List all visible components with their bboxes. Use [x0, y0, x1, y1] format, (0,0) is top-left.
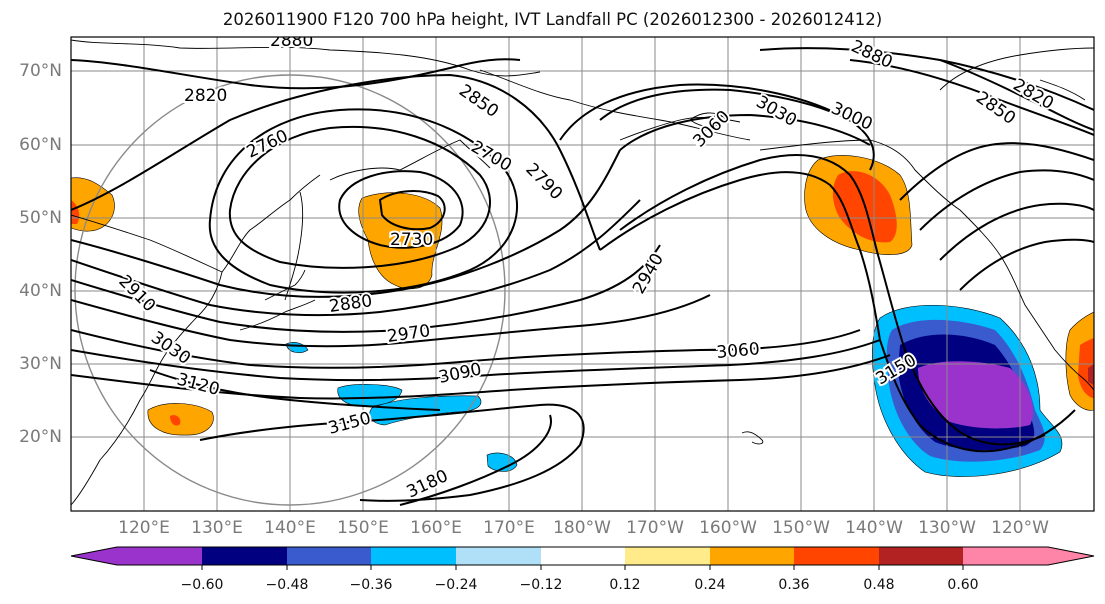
colorbar-tick-label: −0.60: [180, 577, 224, 593]
contour-2790-ring: [208, 108, 519, 294]
ivt-subtropical-cyan-1: [337, 384, 403, 407]
colorbar-tick-label: 0.60: [947, 577, 979, 593]
lon-label: 150°W: [772, 518, 830, 538]
lon-label: 160°E: [410, 518, 462, 538]
ivt-baja-darkred: [1088, 364, 1094, 385]
contour-3180: [399, 414, 552, 506]
colorbar-segment: [541, 547, 625, 565]
contour-2970: [71, 294, 711, 348]
contour-3090: [71, 354, 891, 400]
lon-label: 150°E: [337, 518, 389, 538]
colorbar-segment: [794, 547, 879, 565]
lat-label: 20°N: [19, 427, 62, 447]
contour-2850: [71, 73, 601, 251]
map-frame: [70, 36, 1095, 512]
contour-2850-ne: [849, 59, 1094, 136]
height-contours: [71, 47, 1094, 506]
contour-3060: [71, 339, 881, 382]
colorbar-segment-max: [1048, 547, 1094, 565]
contour-2730-ring: [338, 170, 464, 249]
colorbar-segment-min: [71, 547, 117, 565]
contour-east-ridge-4: [959, 238, 1094, 291]
lon-label: 130°W: [918, 518, 976, 538]
colorbar-tick-label: 0.24: [694, 577, 726, 593]
contour-2760-ring: [228, 125, 491, 269]
contour-3060-ridge: [559, 83, 875, 171]
contour-east-ridge-1: [899, 142, 1094, 201]
contour-label: 3060: [716, 339, 761, 363]
contour-goa-trough: [599, 171, 1076, 453]
colorbar-segment: [456, 547, 541, 565]
lon-label: 170°W: [626, 518, 684, 538]
lat-label: 70°N: [19, 61, 62, 81]
contour-label: 2880: [270, 31, 313, 51]
lon-label: 140°E: [264, 518, 316, 538]
contour-3030: [71, 329, 861, 369]
ivt-taiwan-red: [170, 415, 181, 426]
contour-2940: [71, 244, 661, 333]
colorbar-segment: [117, 547, 202, 565]
colorbar-segment: [710, 547, 794, 565]
colorbar-tick-label: −0.48: [265, 577, 309, 593]
contour-3000-ridge: [619, 113, 871, 151]
lat-label: 40°N: [19, 281, 62, 301]
colorbar-tick-label: 0.36: [778, 577, 810, 593]
colorbar-tick-label: −0.36: [349, 577, 393, 593]
lon-label: 140°W: [845, 518, 903, 538]
contour-2700-ring: [378, 190, 446, 231]
contour-goa-trough-2: [619, 154, 1046, 446]
lat-label: 60°N: [19, 135, 62, 155]
lon-label: 130°E: [191, 518, 243, 538]
colorbar-outline: [70, 546, 1095, 566]
contour-east-ridge-3: [939, 202, 1094, 261]
colorbar-segment: [371, 547, 456, 565]
lon-label: 170°E: [483, 518, 535, 538]
contour-2880-ne: [759, 47, 1094, 111]
colorbar-tick-label: −0.12: [519, 577, 563, 593]
contour-east-ridge-2: [919, 169, 1094, 231]
colorbar-segment: [625, 547, 710, 565]
contour-2910: [71, 199, 641, 317]
colorbar-segment: [879, 547, 963, 565]
contour-2820-ne: [939, 59, 1094, 131]
contour-label: 2820: [184, 86, 227, 106]
colorbar-tick-label: 0.12: [609, 577, 641, 593]
contour-2820-north: [71, 58, 521, 90]
colorbar-segment: [202, 547, 287, 565]
lon-label: 160°W: [699, 518, 757, 538]
contour-2880: [71, 149, 621, 298]
lon-label: 120°E: [118, 518, 170, 538]
colorbar: [70, 546, 1095, 570]
contour-3150: [199, 403, 585, 502]
contour-3030-ridge: [599, 88, 851, 121]
ivt-shading: [71, 155, 1094, 477]
chart-title: 2026011900 F120 700 hPa height, IVT Land…: [222, 10, 883, 29]
lat-label: 30°N: [19, 354, 62, 374]
ivt-taiwan-orange: [147, 403, 214, 436]
lat-label: 50°N: [19, 208, 62, 228]
contour-3120: [149, 369, 441, 411]
range-circle: [74, 74, 506, 506]
colorbar-tick-label: −0.24: [434, 577, 478, 593]
contour-label: 2730: [390, 230, 433, 250]
contour-label: 2880: [270, 31, 313, 51]
colorbar-segment: [963, 547, 1048, 565]
colorbar-segment: [287, 547, 371, 565]
lon-label: 180°W: [553, 518, 611, 538]
lon-label: 120°W: [991, 518, 1049, 538]
colorbar-tick-label: 0.48: [863, 577, 895, 593]
coastlines: [71, 39, 1094, 506]
